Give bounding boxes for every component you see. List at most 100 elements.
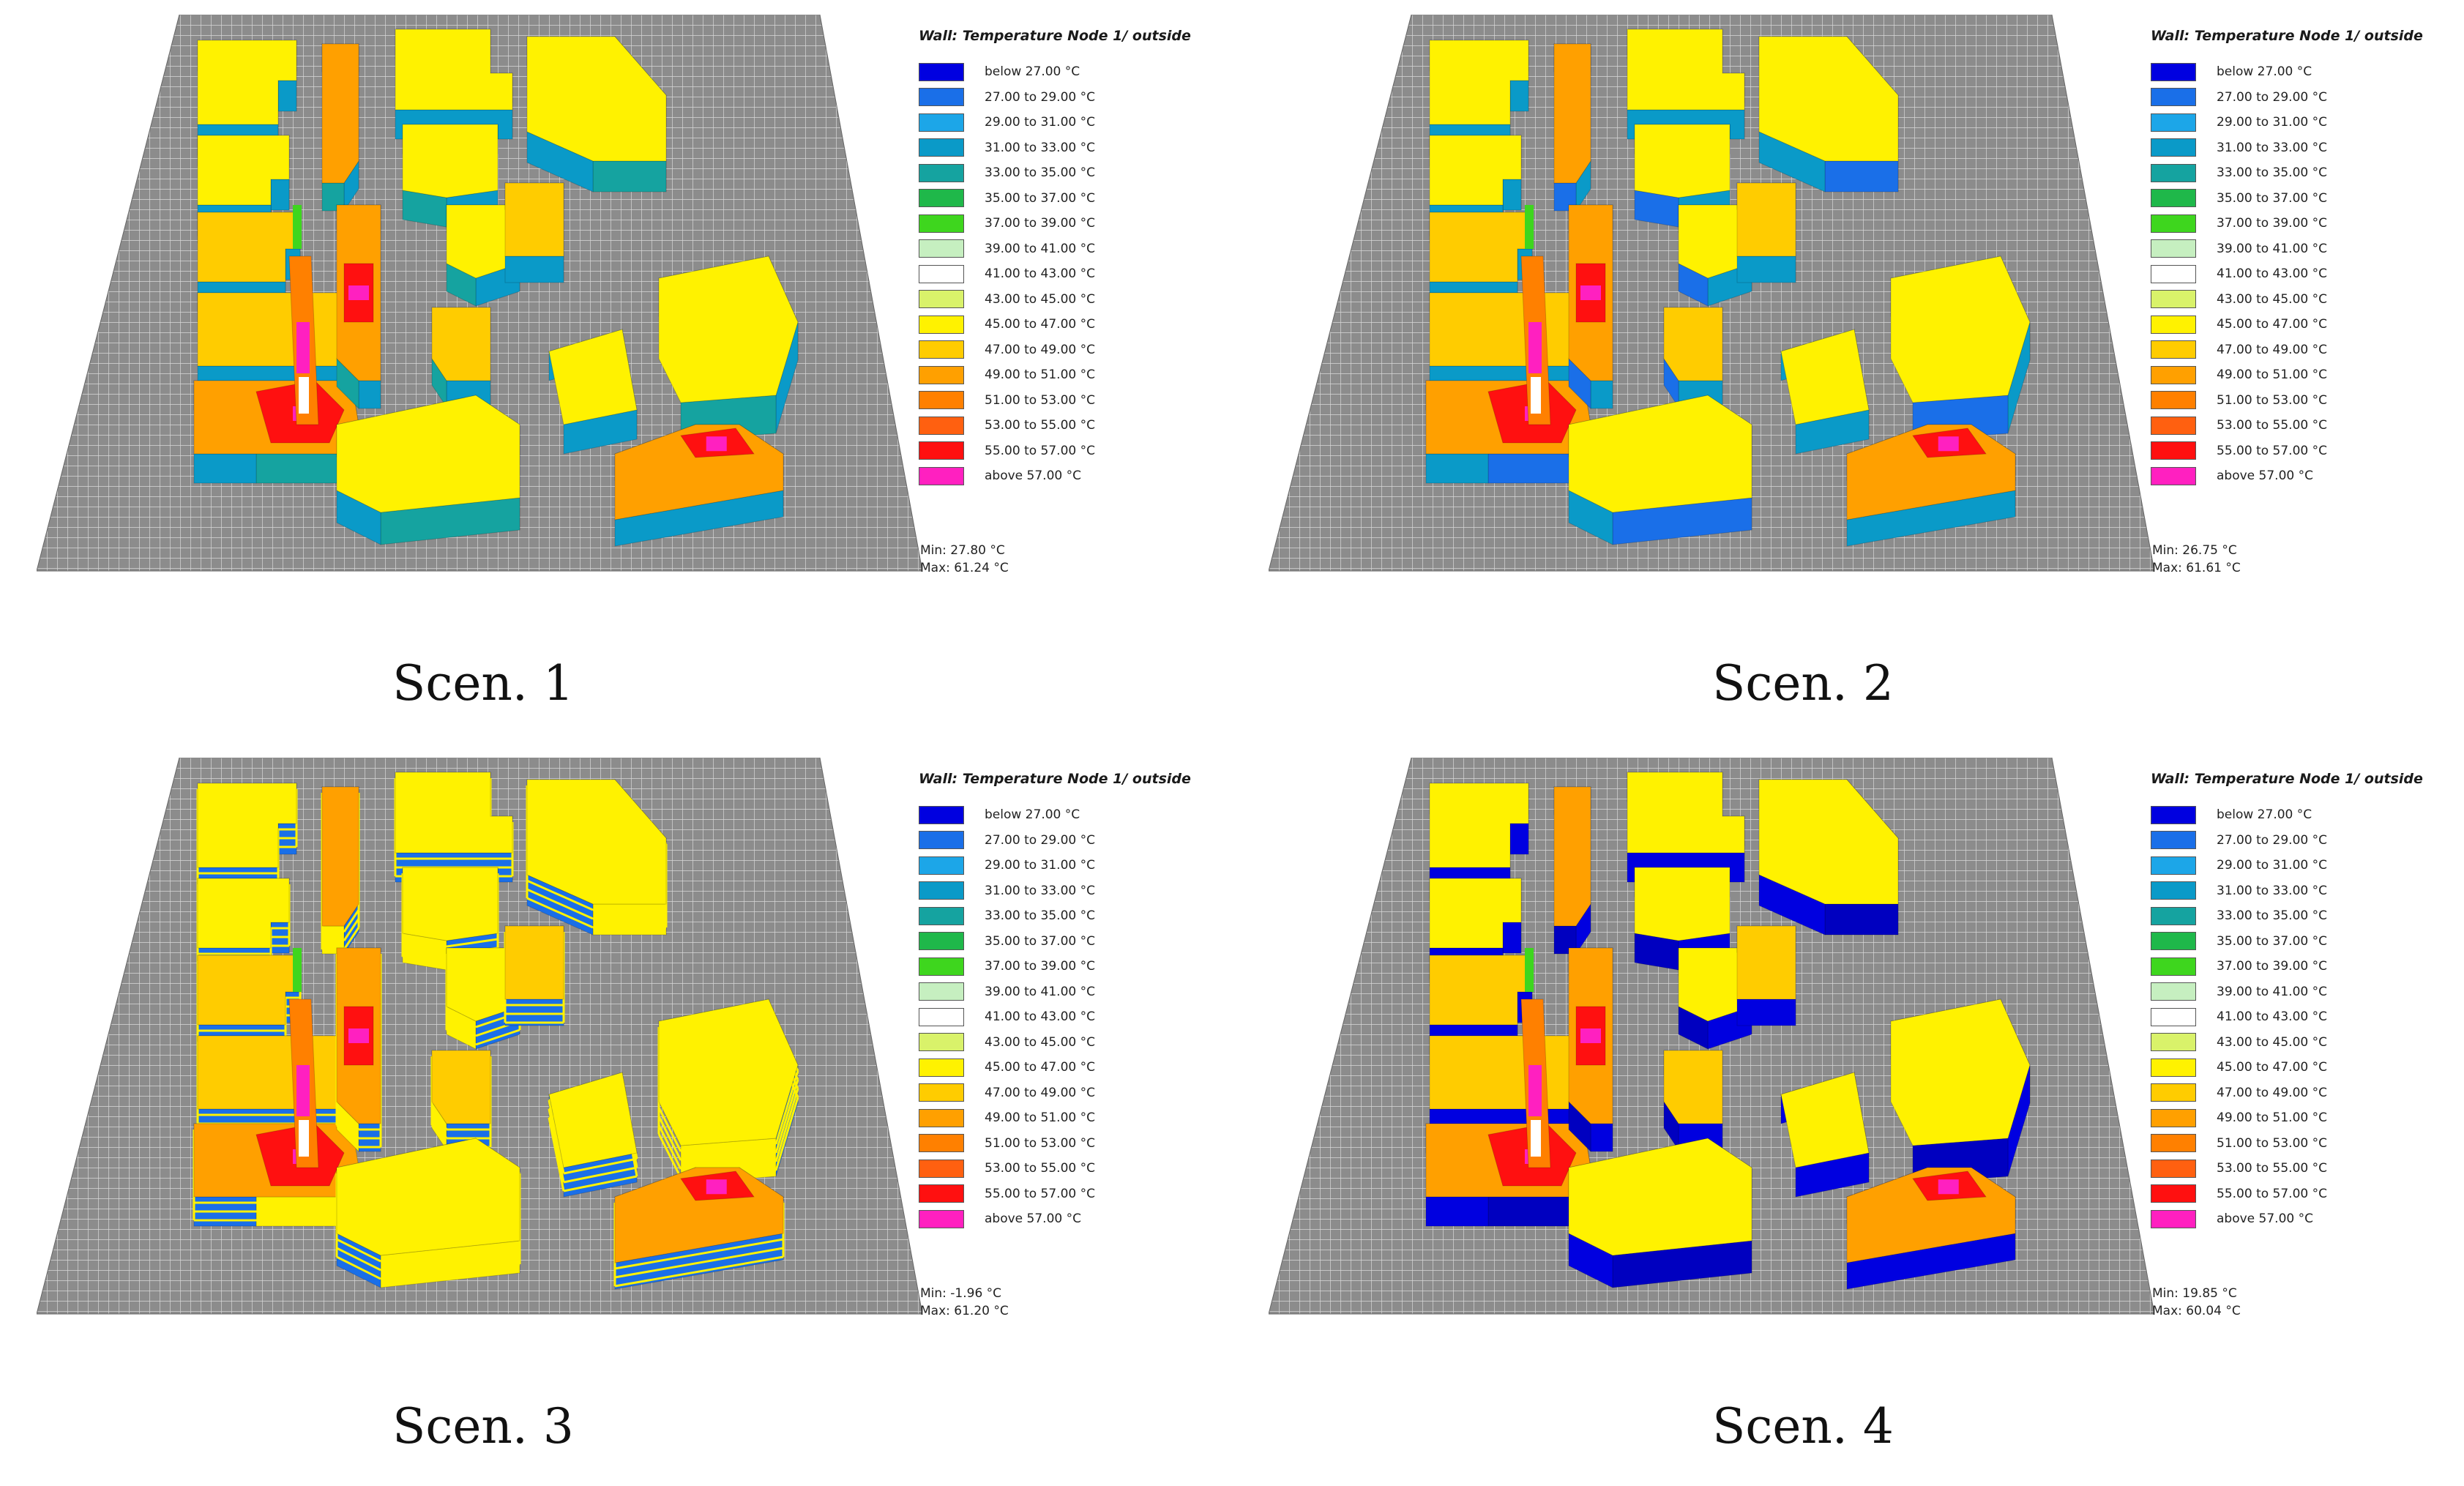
legend-item: 55.00 to 57.00 °C bbox=[2151, 1181, 2458, 1207]
legend-swatch bbox=[919, 1209, 964, 1228]
legend-swatch bbox=[2151, 62, 2196, 81]
legend-swatch bbox=[919, 340, 964, 359]
building-roof bbox=[1634, 867, 1731, 941]
building-wall bbox=[592, 160, 667, 193]
wall-stripe bbox=[446, 938, 499, 948]
legend-range-label: 41.00 to 43.00 °C bbox=[985, 266, 1095, 282]
legend-range-label: 51.00 to 53.00 °C bbox=[2217, 392, 2327, 408]
legend-range-label: below 27.00 °C bbox=[985, 64, 1080, 80]
legend-item: 43.00 to 45.00 °C bbox=[919, 1030, 1226, 1056]
building-roof bbox=[395, 29, 513, 111]
wall-stripe bbox=[343, 918, 360, 941]
legend-swatch bbox=[919, 264, 964, 283]
building bbox=[1780, 329, 1870, 455]
legend-item: below 27.00 °C bbox=[919, 59, 1226, 85]
building bbox=[336, 204, 381, 410]
building-roof bbox=[431, 307, 491, 381]
legend-title: Wall: Temperature Node 1/ outside bbox=[2151, 771, 2423, 787]
legend-swatch bbox=[2151, 1007, 2196, 1026]
corridor-white-strip bbox=[299, 1120, 309, 1157]
legend-swatch bbox=[2151, 239, 2196, 258]
hot-spot bbox=[348, 1028, 369, 1043]
building bbox=[1736, 182, 1796, 283]
wall-stripe bbox=[335, 1115, 360, 1140]
wall-stripe bbox=[526, 879, 594, 911]
wall-stripe bbox=[430, 1116, 448, 1139]
building bbox=[1663, 307, 1723, 408]
scenario-caption: Scen. 1 bbox=[392, 655, 574, 712]
legend-item: 31.00 to 33.00 °C bbox=[919, 135, 1226, 161]
legend-range-label: 33.00 to 35.00 °C bbox=[2217, 908, 2327, 924]
legend-swatch bbox=[2151, 315, 2196, 334]
building-roof bbox=[1890, 998, 2031, 1146]
legend-item: above 57.00 °C bbox=[919, 463, 1226, 489]
legend-range-label: 39.00 to 41.00 °C bbox=[985, 241, 1095, 256]
legend-range-label: 51.00 to 53.00 °C bbox=[2217, 1135, 2327, 1151]
legend-range-label: above 57.00 °C bbox=[2217, 468, 2313, 484]
legend-swatch bbox=[2151, 416, 2196, 435]
legend-swatch bbox=[919, 239, 964, 258]
building bbox=[1846, 424, 2016, 547]
legend-range-label: 45.00 to 47.00 °C bbox=[2217, 1060, 2327, 1075]
legend-swatch bbox=[2151, 1209, 2196, 1228]
building bbox=[614, 424, 784, 547]
min-value: Min: 27.80 °C bbox=[920, 543, 1005, 558]
wall-stripe bbox=[774, 1079, 799, 1154]
legend-range-label: 33.00 to 35.00 °C bbox=[985, 908, 1095, 924]
building bbox=[196, 1035, 346, 1139]
wall-stripe bbox=[526, 888, 594, 920]
min-max-readout: Min: 26.75 °C Max: 61.61 °C bbox=[2152, 542, 2241, 577]
legend-range-label: 45.00 to 47.00 °C bbox=[2217, 317, 2327, 332]
legend-item: 43.00 to 45.00 °C bbox=[2151, 1030, 2458, 1056]
building bbox=[504, 182, 564, 283]
legend-range-label: 51.00 to 53.00 °C bbox=[985, 1135, 1095, 1151]
legend-range-label: 47.00 to 49.00 °C bbox=[2217, 1085, 2327, 1100]
legend-range-label: 31.00 to 33.00 °C bbox=[2217, 140, 2327, 155]
building bbox=[321, 43, 359, 212]
legend-range-label: 51.00 to 53.00 °C bbox=[985, 392, 1095, 408]
wall-stripe bbox=[614, 1255, 784, 1288]
legend-range-label: 53.00 to 55.00 °C bbox=[2217, 1161, 2327, 1176]
wall-stripe bbox=[657, 1124, 682, 1170]
wall-stripe bbox=[446, 1020, 477, 1037]
legend-swatch bbox=[919, 831, 964, 850]
max-value: Max: 61.24 °C bbox=[920, 561, 1009, 575]
corridor-hotspot bbox=[296, 1065, 310, 1116]
legend-item: 49.00 to 51.00 °C bbox=[2151, 362, 2458, 388]
building bbox=[526, 778, 668, 936]
legend-swatch bbox=[2151, 1108, 2196, 1127]
legend-swatch bbox=[2151, 932, 2196, 951]
legend-range-label: 41.00 to 43.00 °C bbox=[2217, 266, 2327, 282]
legend-range-label: 31.00 to 33.00 °C bbox=[2217, 883, 2327, 898]
scenario-caption: Scen. 2 bbox=[1712, 655, 1894, 712]
legend-item: 27.00 to 29.00 °C bbox=[2151, 85, 2458, 111]
legend-items: below 27.00 °C 27.00 to 29.00 °C 29.00 to … bbox=[919, 59, 1226, 489]
legend-item: 35.00 to 37.00 °C bbox=[2151, 929, 2458, 955]
building-roof bbox=[526, 779, 667, 905]
building bbox=[335, 947, 382, 1153]
building-roof bbox=[197, 212, 301, 283]
building-group bbox=[193, 772, 799, 1290]
building-roof bbox=[548, 1072, 638, 1168]
legend-swatch bbox=[919, 1108, 964, 1127]
hot-corridor bbox=[1520, 948, 1551, 1168]
legend-item: 47.00 to 49.00 °C bbox=[2151, 1080, 2458, 1106]
legend-range-label: 29.00 to 31.00 °C bbox=[985, 858, 1095, 873]
legend-item: 37.00 to 39.00 °C bbox=[2151, 211, 2458, 236]
legend-range-label: below 27.00 °C bbox=[2217, 64, 2312, 80]
legend-item: 39.00 to 41.00 °C bbox=[2151, 236, 2458, 262]
scenario-caption: Scen. 3 bbox=[392, 1398, 574, 1455]
building-wall bbox=[1509, 823, 1529, 855]
legend-swatch bbox=[2151, 1033, 2196, 1052]
legend-item: 39.00 to 41.00 °C bbox=[2151, 979, 2458, 1005]
building bbox=[613, 1167, 785, 1290]
wall-stripe bbox=[657, 1116, 682, 1161]
building-roof bbox=[336, 1138, 520, 1256]
building-roof bbox=[1627, 772, 1745, 854]
corridor-hotspot bbox=[296, 322, 310, 373]
building bbox=[1663, 1050, 1723, 1151]
building-wall bbox=[1425, 453, 1489, 484]
legend-swatch bbox=[919, 906, 964, 925]
wall-stripe bbox=[380, 1263, 520, 1280]
legend-range-label: above 57.00 °C bbox=[2217, 1211, 2313, 1227]
